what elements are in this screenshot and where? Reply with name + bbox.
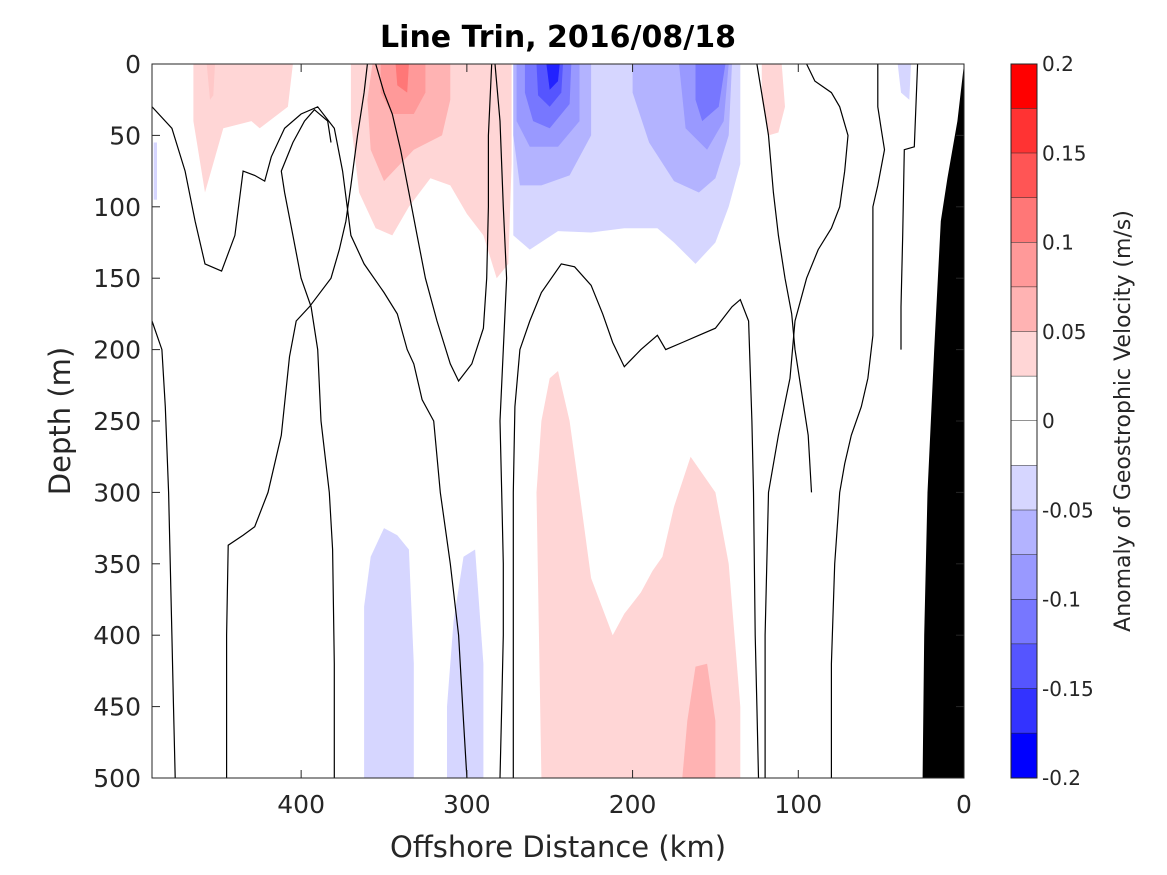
colorbar-band-13 [1011, 644, 1037, 689]
colorbar-tick-label: 0.15 [1042, 141, 1087, 165]
y-tick-label: 0 [125, 50, 141, 79]
zero-contour-10 [900, 64, 919, 350]
colorbar-tick-label: -0.1 [1042, 588, 1081, 612]
y-axis-title: Depth (m) [43, 347, 77, 495]
colorbar-band-0 [1011, 64, 1037, 109]
y-tick-label: 250 [93, 407, 141, 436]
x-tick-label: 0 [956, 790, 972, 819]
colorbar-frame [1010, 63, 1038, 779]
velocity-region-14 [546, 64, 560, 90]
y-tick-label: 300 [93, 478, 141, 507]
colorbar-tick-label: 0.1 [1042, 231, 1074, 255]
colorbar-band-11 [1011, 554, 1037, 600]
velocity-region-5 [395, 64, 409, 93]
land-mask [922, 64, 964, 778]
velocity-region-0 [193, 64, 293, 193]
colorbar-band-6 [1011, 331, 1037, 377]
colorbar-tick-label: 0 [1042, 409, 1055, 433]
y-tick-label: 450 [93, 693, 141, 722]
x-axis-ticks: 400 300 200 100 0 [277, 64, 972, 819]
y-axis-ticks: 0 50 100 150 200 250 300 350 400 450 500 [93, 50, 964, 793]
y-tick-label: 150 [93, 264, 141, 293]
colorbar-band-15 [1011, 733, 1037, 778]
x-tick-label: 100 [774, 790, 822, 819]
x-tick-label: 400 [277, 790, 325, 819]
colorbar-band-8 [1011, 421, 1037, 466]
velocity-region-1 [206, 64, 215, 100]
chart-title: Line Trin, 2016/08/18 [380, 20, 736, 55]
zero-contour-7 [764, 64, 849, 778]
y-tick-label: 400 [93, 621, 141, 650]
colorbar-tick-label: 0.05 [1042, 320, 1087, 344]
velocity-region-18 [536, 371, 741, 778]
zero-contour-0 [152, 106, 468, 778]
plot-area: 400 300 200 100 0 0 50 100 150 200 250 300 350 400 45… [93, 50, 972, 819]
colorbar-title: Anomaly of Geostrophic Velocity (m/s) [1111, 210, 1136, 632]
velocity-region-16 [897, 64, 911, 100]
colorbar-band-5 [1011, 287, 1037, 332]
velocity-region-12 [695, 64, 726, 122]
x-tick-label: 300 [443, 790, 491, 819]
colorbar-band-4 [1011, 242, 1037, 288]
zero-contour-9 [830, 64, 886, 778]
colorbar-tick-label: 0.2 [1042, 52, 1074, 76]
zero-contour-3 [280, 108, 335, 778]
zero-contour-8 [756, 64, 813, 493]
velocity-region-21 [447, 549, 484, 778]
velocity-region-20 [364, 528, 414, 778]
velocity-region-15 [761, 64, 785, 136]
y-tick-label: 100 [93, 193, 141, 222]
colorbar-tick-label: -0.2 [1042, 766, 1081, 790]
colorbar-bands [1011, 64, 1037, 779]
y-tick-label: 350 [93, 550, 141, 579]
colorbar-tick-label: -0.15 [1042, 677, 1094, 701]
zero-contour-5 [375, 64, 493, 383]
velocity-region-19 [682, 663, 716, 778]
x-tick-label: 200 [609, 790, 657, 819]
colorbar-band-3 [1011, 197, 1037, 243]
zero-contour-2 [226, 64, 368, 778]
zero-contours [152, 64, 919, 778]
velocity-region-17 [153, 142, 157, 200]
colorbar-band-2 [1011, 153, 1037, 198]
zero-contour-6 [512, 263, 760, 778]
seafloor-mask [922, 64, 964, 778]
colorbar-band-7 [1011, 376, 1037, 421]
colorbar-band-10 [1011, 510, 1037, 555]
y-tick-label: 200 [93, 336, 141, 365]
velocity-regions [153, 64, 911, 778]
colorbar-band-1 [1011, 108, 1037, 154]
zero-contour-1 [152, 320, 176, 778]
colorbar-tick-label: -0.05 [1042, 498, 1094, 522]
colorbar-band-12 [1011, 599, 1037, 645]
zero-contour-4 [494, 64, 508, 778]
colorbar-band-9 [1011, 465, 1037, 511]
y-tick-label: 500 [93, 764, 141, 793]
colorbar-ticks: 0.2 0.15 0.1 0.05 0 -0.05 -0.1 -0.15 -0.2 [1042, 52, 1094, 790]
colorbar-band-14 [1011, 688, 1037, 734]
colorbar: 0.2 0.15 0.1 0.05 0 -0.05 -0.1 -0.15 -0.2 Anomal… [1010, 52, 1136, 790]
y-tick-label: 50 [109, 121, 141, 150]
x-axis-title: Offshore Distance (km) [390, 830, 726, 864]
